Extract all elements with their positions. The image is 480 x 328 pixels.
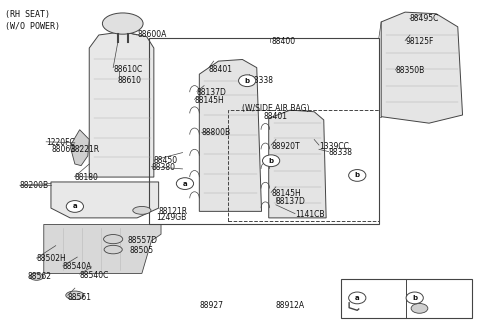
Circle shape	[348, 170, 366, 181]
Text: 88450: 88450	[154, 156, 178, 165]
Text: 88540A: 88540A	[63, 262, 92, 271]
Text: 88600A: 88600A	[137, 31, 167, 39]
Text: b: b	[412, 295, 417, 301]
Ellipse shape	[133, 206, 151, 214]
Text: 88927: 88927	[199, 300, 223, 310]
Text: 88137D: 88137D	[197, 88, 227, 97]
Text: 88338: 88338	[328, 148, 352, 157]
Text: 88540C: 88540C	[80, 271, 109, 279]
Circle shape	[406, 292, 423, 304]
Circle shape	[263, 155, 280, 167]
Ellipse shape	[104, 235, 123, 244]
Text: 88401: 88401	[209, 65, 233, 74]
Text: 88221R: 88221R	[70, 145, 99, 154]
Circle shape	[348, 292, 366, 304]
Text: 88912A: 88912A	[276, 300, 305, 310]
Ellipse shape	[102, 13, 143, 34]
Text: b: b	[355, 173, 360, 178]
Circle shape	[176, 178, 193, 190]
Ellipse shape	[30, 273, 43, 280]
Text: b: b	[268, 158, 274, 164]
Polygon shape	[199, 59, 262, 211]
Text: a: a	[72, 203, 77, 210]
Text: 88380: 88380	[152, 163, 176, 172]
Circle shape	[66, 201, 84, 212]
Text: 88350B: 88350B	[396, 66, 425, 75]
Ellipse shape	[66, 291, 84, 299]
Polygon shape	[51, 182, 158, 218]
Text: a: a	[183, 181, 187, 187]
Text: 1249GB: 1249GB	[156, 214, 187, 222]
Polygon shape	[44, 224, 161, 274]
Text: 88557D: 88557D	[128, 236, 157, 245]
Polygon shape	[70, 130, 89, 166]
Text: 88145H: 88145H	[194, 96, 224, 105]
Text: (W/SIDE AIR BAG): (W/SIDE AIR BAG)	[242, 104, 310, 113]
Text: 88338: 88338	[250, 76, 274, 85]
Text: b: b	[245, 78, 250, 84]
Text: 88200B: 88200B	[20, 181, 49, 190]
Text: a: a	[355, 295, 360, 301]
Text: 88401: 88401	[264, 112, 288, 121]
Polygon shape	[381, 12, 463, 123]
Text: 1339CC: 1339CC	[319, 142, 349, 151]
Text: 88137D: 88137D	[276, 197, 306, 206]
Ellipse shape	[411, 303, 428, 313]
Text: 88502H: 88502H	[36, 254, 66, 263]
Polygon shape	[269, 110, 326, 218]
Text: 88180: 88180	[75, 173, 99, 182]
Text: 1141CB: 1141CB	[295, 210, 324, 219]
Text: 88562: 88562	[27, 272, 51, 281]
Text: 98125F: 98125F	[405, 37, 433, 46]
Circle shape	[239, 75, 256, 87]
Text: 88610: 88610	[118, 76, 142, 85]
Text: 88121R: 88121R	[158, 207, 188, 216]
Text: 1220FC: 1220FC	[46, 138, 75, 147]
Text: 88495C: 88495C	[410, 14, 439, 23]
Text: 88145H: 88145H	[271, 189, 301, 198]
Text: 88800B: 88800B	[202, 129, 231, 137]
Ellipse shape	[104, 245, 122, 254]
Text: 88920T: 88920T	[271, 142, 300, 151]
Text: 88610C: 88610C	[113, 65, 143, 74]
Text: 88400: 88400	[271, 37, 295, 46]
Text: 88063: 88063	[52, 145, 76, 154]
Text: 88505: 88505	[130, 246, 154, 255]
Text: (RH SEAT)
(W/O POWER): (RH SEAT) (W/O POWER)	[5, 10, 60, 31]
Polygon shape	[89, 32, 154, 177]
Text: 88561: 88561	[68, 294, 92, 302]
